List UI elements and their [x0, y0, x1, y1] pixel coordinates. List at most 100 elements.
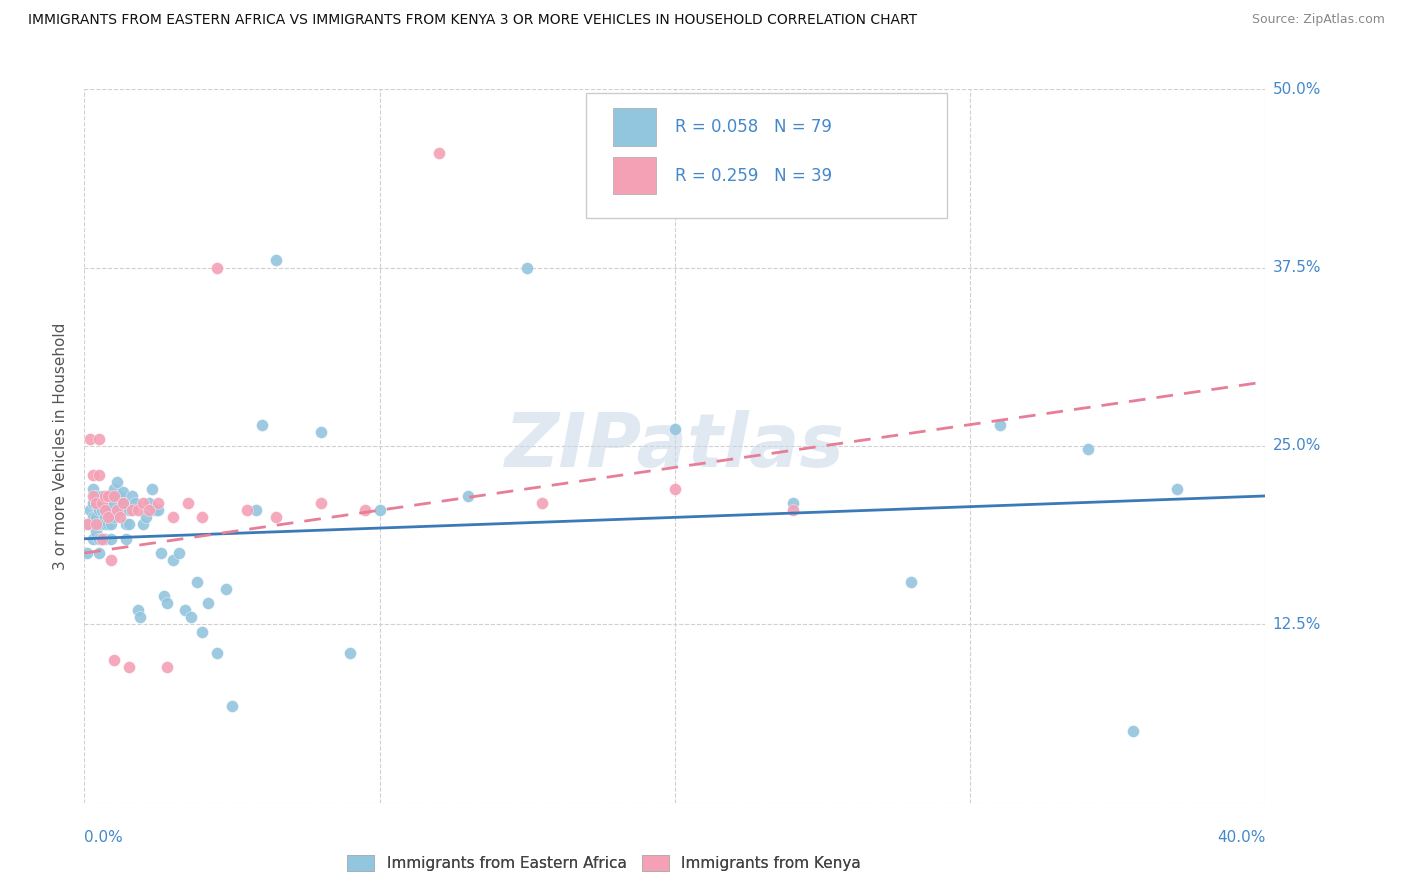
Point [309, 425, 332, 439]
Point [339, 646, 361, 660]
Text: 0.0%: 0.0% [84, 830, 124, 845]
Point [84, 496, 107, 510]
Point [121, 503, 143, 517]
Point [118, 517, 141, 532]
Point [205, 646, 228, 660]
Point [111, 484, 134, 499]
Point [108, 489, 131, 503]
Point [250, 417, 273, 432]
Point [215, 582, 238, 596]
Point [143, 503, 166, 517]
Point [100, 532, 122, 546]
Point [153, 589, 176, 603]
Point [97, 510, 120, 524]
Point [782, 503, 804, 517]
Point [87, 546, 111, 560]
Point [530, 496, 553, 510]
FancyBboxPatch shape [613, 109, 657, 145]
Point [127, 503, 149, 517]
Point [457, 489, 479, 503]
Point [900, 574, 922, 589]
Point [97, 517, 120, 532]
Point [138, 503, 160, 517]
Text: IMMIGRANTS FROM EASTERN AFRICA VS IMMIGRANTS FROM KENYA 3 OR MORE VEHICLES IN HO: IMMIGRANTS FROM EASTERN AFRICA VS IMMIGR… [28, 13, 917, 28]
Point [103, 496, 125, 510]
Point [427, 146, 450, 161]
Point [173, 603, 195, 617]
Point [245, 503, 267, 517]
Point [97, 489, 120, 503]
Point [84, 517, 107, 532]
Point [114, 532, 136, 546]
Point [186, 574, 208, 589]
Text: ZIPatlas: ZIPatlas [505, 409, 845, 483]
Point [97, 503, 120, 517]
Point [84, 496, 107, 510]
Point [84, 510, 107, 524]
Point [82, 532, 104, 546]
Point [368, 503, 391, 517]
Point [782, 496, 804, 510]
Text: 37.5%: 37.5% [1272, 260, 1320, 275]
Point [91, 517, 114, 532]
Text: R = 0.259   N = 39: R = 0.259 N = 39 [675, 167, 832, 185]
Point [76, 517, 98, 532]
Point [84, 489, 107, 503]
Point [127, 603, 149, 617]
Point [191, 624, 214, 639]
Point [82, 496, 104, 510]
Point [105, 475, 128, 489]
Point [105, 503, 128, 517]
Point [988, 417, 1011, 432]
Point [156, 596, 179, 610]
Point [97, 489, 120, 503]
Point [79, 432, 101, 446]
FancyBboxPatch shape [586, 93, 946, 218]
FancyBboxPatch shape [613, 157, 657, 194]
Point [516, 260, 538, 275]
Point [162, 510, 184, 524]
Point [148, 496, 170, 510]
Point [124, 496, 146, 510]
Point [191, 510, 214, 524]
Point [108, 503, 131, 517]
Point [138, 496, 160, 510]
Point [91, 489, 114, 503]
Point [100, 517, 122, 532]
Point [79, 503, 101, 517]
Point [94, 517, 117, 532]
Point [105, 489, 128, 503]
Point [87, 503, 111, 517]
Point [82, 482, 104, 496]
Point [141, 482, 163, 496]
Point [108, 510, 131, 524]
Point [354, 503, 377, 517]
Point [129, 610, 152, 624]
Point [180, 610, 202, 624]
Point [150, 546, 173, 560]
Point [91, 532, 114, 546]
Point [91, 496, 114, 510]
Point [82, 467, 104, 482]
Point [103, 510, 125, 524]
Point [84, 524, 107, 539]
Point [94, 489, 117, 503]
Point [111, 496, 134, 510]
Point [82, 510, 104, 524]
Point [91, 503, 114, 517]
Y-axis label: 3 or more Vehicles in Household: 3 or more Vehicles in Household [53, 322, 69, 570]
Point [132, 517, 155, 532]
Point [94, 510, 117, 524]
Point [94, 532, 117, 546]
Point [1166, 482, 1188, 496]
Point [82, 489, 104, 503]
Point [156, 660, 179, 674]
Point [118, 503, 141, 517]
Point [264, 510, 288, 524]
Point [118, 660, 141, 674]
Point [103, 653, 125, 667]
Point [162, 553, 184, 567]
Point [94, 496, 117, 510]
Point [664, 422, 686, 436]
Point [76, 546, 98, 560]
